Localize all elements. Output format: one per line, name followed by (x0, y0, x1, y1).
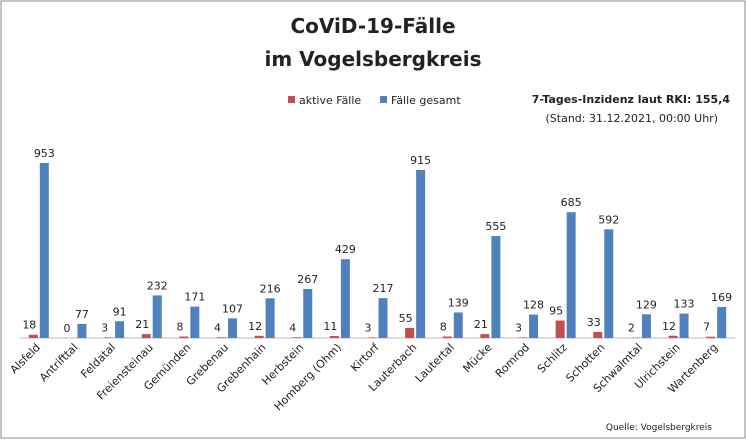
value-label: 8 (440, 321, 447, 334)
value-label: 33 (587, 316, 601, 329)
bar (518, 337, 527, 338)
bar (717, 307, 726, 338)
bar (303, 289, 312, 338)
bar (379, 298, 388, 338)
bar (179, 337, 188, 338)
bar (190, 307, 199, 338)
value-label: 267 (297, 273, 318, 286)
bar (40, 163, 49, 338)
value-label: 18 (22, 319, 36, 332)
bar (292, 337, 301, 338)
value-label: 555 (485, 220, 506, 233)
bar (115, 321, 124, 338)
value-label: 216 (260, 282, 281, 295)
bar (567, 212, 576, 338)
value-label: 169 (711, 291, 732, 304)
bar (454, 312, 463, 338)
bar (142, 334, 151, 338)
bar (330, 336, 339, 338)
bar (443, 337, 452, 338)
bar (529, 314, 538, 338)
value-label: 217 (373, 282, 394, 295)
annotation: (Stand: 31.12.2021, 00:00 Uhr) (546, 112, 719, 125)
bar (480, 334, 489, 338)
bar (669, 336, 678, 338)
value-label: 953 (34, 147, 55, 160)
value-label: 171 (184, 291, 205, 304)
value-label: 3 (365, 321, 372, 334)
value-label: 128 (523, 298, 544, 311)
value-label: 77 (75, 308, 89, 321)
value-label: 12 (248, 320, 262, 333)
value-label: 4 (214, 321, 221, 334)
value-label: 429 (335, 243, 356, 256)
bar (228, 318, 237, 338)
value-label: 685 (561, 196, 582, 209)
bar (255, 336, 264, 338)
bar (77, 324, 86, 338)
bar (266, 298, 275, 338)
bar (680, 314, 689, 338)
bar (29, 335, 38, 338)
value-label: 2 (628, 322, 635, 335)
value-label: 12 (662, 320, 676, 333)
value-label: 915 (410, 154, 431, 167)
value-label: 592 (598, 213, 619, 226)
legend-swatch (288, 96, 295, 103)
value-label: 139 (448, 296, 469, 309)
value-label: 8 (176, 321, 183, 334)
value-label: 107 (222, 302, 243, 315)
value-label: 21 (135, 318, 149, 331)
bar (416, 170, 425, 338)
value-label: 21 (474, 318, 488, 331)
value-label: 129 (636, 298, 657, 311)
value-label: 91 (113, 305, 127, 318)
chart-title: im Vogelsbergkreis (265, 47, 482, 71)
value-label: 3 (101, 321, 108, 334)
bar (104, 337, 113, 338)
value-label: 232 (147, 279, 168, 292)
legend-swatch (380, 96, 387, 103)
annotation: 7-Tages-Inzidenz laut RKI: 155,4 (532, 93, 731, 106)
bar (604, 229, 613, 338)
bar (556, 321, 565, 338)
bar (593, 332, 602, 338)
bar (405, 328, 414, 338)
legend-label: aktive Fälle (299, 94, 361, 107)
source: Quelle: Vogelsbergkreis (606, 423, 712, 433)
value-label: 0 (63, 322, 70, 335)
legend-label: Fälle gesamt (391, 94, 461, 107)
value-label: 4 (289, 321, 296, 334)
value-label: 11 (323, 320, 337, 333)
bar (153, 295, 162, 338)
value-label: 3 (515, 321, 522, 334)
value-label: 133 (674, 298, 695, 311)
bar (341, 259, 350, 338)
value-label: 95 (549, 305, 563, 318)
bar (706, 337, 715, 338)
value-label: 55 (399, 312, 413, 325)
bar (491, 236, 500, 338)
bar (642, 314, 651, 338)
bar (217, 337, 226, 338)
bar (368, 337, 377, 338)
value-label: 7 (703, 321, 710, 334)
chart-title: CoViD-19-Fälle (290, 14, 455, 38)
